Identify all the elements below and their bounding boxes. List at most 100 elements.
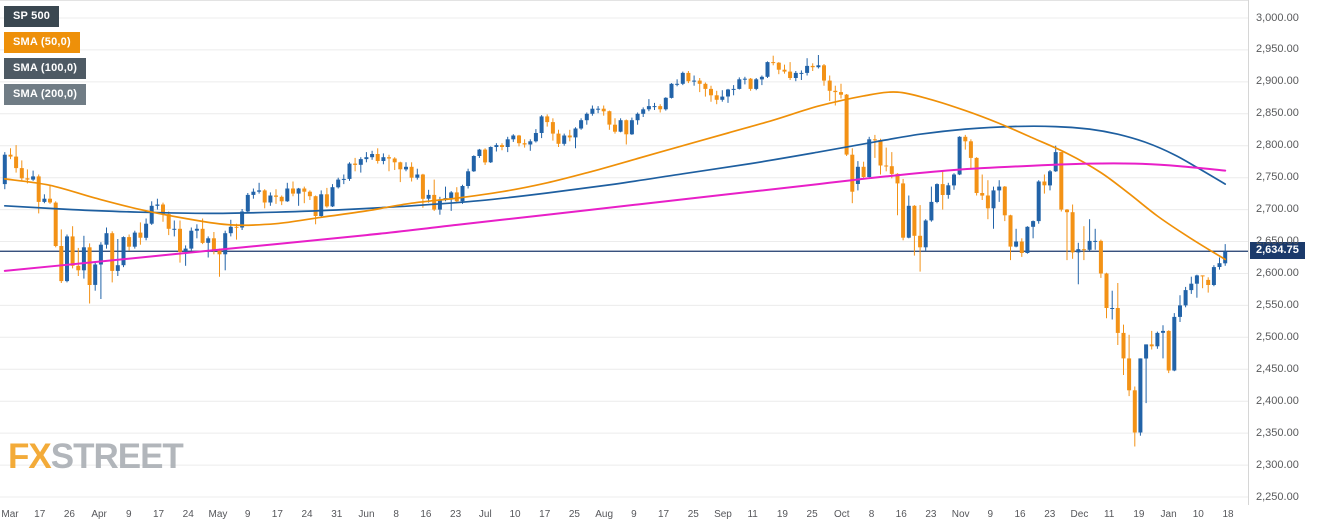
candle xyxy=(319,190,324,217)
candle xyxy=(115,239,120,276)
price-axis-label: 2,850.00 xyxy=(1256,107,1299,120)
candle xyxy=(782,64,787,74)
candle xyxy=(1115,283,1120,345)
candle xyxy=(980,174,985,200)
candle xyxy=(726,88,730,103)
candle xyxy=(759,75,764,86)
candle xyxy=(409,162,414,182)
candle xyxy=(415,168,420,180)
candle xyxy=(200,218,205,245)
time-axis-label: 9 xyxy=(631,509,637,520)
candle xyxy=(641,107,646,117)
candle xyxy=(788,62,793,80)
time-axis-label: 24 xyxy=(182,509,194,520)
candle xyxy=(279,195,284,206)
candle xyxy=(935,183,939,204)
candle xyxy=(517,134,521,147)
candle xyxy=(607,110,612,130)
candle xyxy=(183,245,188,266)
candle xyxy=(613,118,617,134)
legend-item-sma-100[interactable]: SMA (100,0) xyxy=(4,58,87,79)
candle xyxy=(234,223,239,240)
candle xyxy=(1008,214,1013,261)
candle xyxy=(855,161,860,191)
candle xyxy=(624,119,629,145)
candle xyxy=(274,189,278,204)
sma-200-line xyxy=(3,162,1227,272)
candle xyxy=(336,177,341,189)
candle xyxy=(997,180,1002,202)
candle xyxy=(1121,324,1126,375)
candle xyxy=(432,179,437,211)
candle xyxy=(505,136,510,153)
time-axis-label: Sep xyxy=(714,509,732,520)
candle xyxy=(714,90,719,105)
price-axis-label: 2,900.00 xyxy=(1256,75,1299,88)
candle xyxy=(1211,265,1216,287)
candle xyxy=(991,186,996,229)
candle xyxy=(646,99,651,112)
chart-canvas[interactable] xyxy=(0,0,1248,505)
candle xyxy=(889,152,894,179)
time-axis-label: 23 xyxy=(1044,509,1056,520)
candle xyxy=(946,182,951,199)
time-axis-label: 16 xyxy=(420,509,432,520)
time-axis-label: 19 xyxy=(776,509,788,520)
time-axis[interactable]: Mar 17 26 Apr 9 17 24 May 9 17 24 31 Jun 8 16 23 Jul 10 17… xyxy=(0,505,1248,525)
candle xyxy=(387,154,391,172)
candle xyxy=(144,218,149,241)
candle xyxy=(42,194,47,204)
price-axis-label: 2,600.00 xyxy=(1256,266,1299,279)
candle xyxy=(810,63,815,71)
candle xyxy=(1014,228,1019,248)
price-axis[interactable]: 2,634.75 3,000.00 2,950.00 2,900.00 2,850.0… xyxy=(1248,0,1326,505)
time-axis-label: Nov xyxy=(951,509,970,520)
time-axis-label: 25 xyxy=(687,509,699,520)
legend-item-sma-50[interactable]: SMA (50,0) xyxy=(4,32,80,53)
candle xyxy=(1002,186,1007,222)
candle xyxy=(1149,330,1154,350)
candle xyxy=(539,115,544,139)
candle xyxy=(93,261,98,291)
candle xyxy=(1053,145,1058,172)
candle xyxy=(618,118,623,133)
candle xyxy=(70,226,75,269)
candle xyxy=(1178,295,1182,322)
time-axis-label: 9 xyxy=(987,509,994,520)
time-axis-label: 10 xyxy=(1192,509,1204,520)
candle xyxy=(584,112,589,125)
price-axis-label: 2,500.00 xyxy=(1256,330,1299,343)
time-axis-label: 9 xyxy=(126,509,132,520)
candle xyxy=(850,148,855,204)
candle xyxy=(771,55,776,66)
fxstreet-logo-street: STREET xyxy=(50,437,184,476)
candle xyxy=(302,186,307,204)
candle xyxy=(731,85,736,96)
time-axis-label: 18 xyxy=(1222,509,1234,520)
candle xyxy=(1110,290,1115,320)
candle xyxy=(268,192,273,206)
candle xyxy=(861,161,866,179)
candle xyxy=(1206,277,1211,293)
candle xyxy=(1104,272,1109,319)
time-axis-label: 25 xyxy=(806,509,818,520)
price-axis-label: 2,400.00 xyxy=(1256,394,1299,407)
candle xyxy=(844,94,849,156)
candle xyxy=(658,104,663,113)
candle xyxy=(65,234,69,283)
candle xyxy=(1132,386,1137,447)
candle xyxy=(324,187,329,208)
price-axis-label: 2,800.00 xyxy=(1256,139,1299,152)
legend-item-sp500[interactable]: SP 500 xyxy=(4,6,60,27)
candle xyxy=(562,133,567,146)
time-axis-label: 17 xyxy=(657,509,670,520)
price-chart[interactable]: SP 500 SMA (50,0) SMA (100,0) SMA (200,0… xyxy=(0,0,1248,505)
time-axis-label: 17 xyxy=(34,509,46,520)
candle xyxy=(59,229,64,283)
price-axis-label: 2,950.00 xyxy=(1256,43,1299,56)
candle xyxy=(675,79,680,87)
price-axis-label: 2,450.00 xyxy=(1256,362,1299,375)
sma-50-line xyxy=(3,91,1227,261)
legend-item-sma-200[interactable]: SMA (200,0) xyxy=(4,84,87,105)
candle xyxy=(692,75,697,86)
